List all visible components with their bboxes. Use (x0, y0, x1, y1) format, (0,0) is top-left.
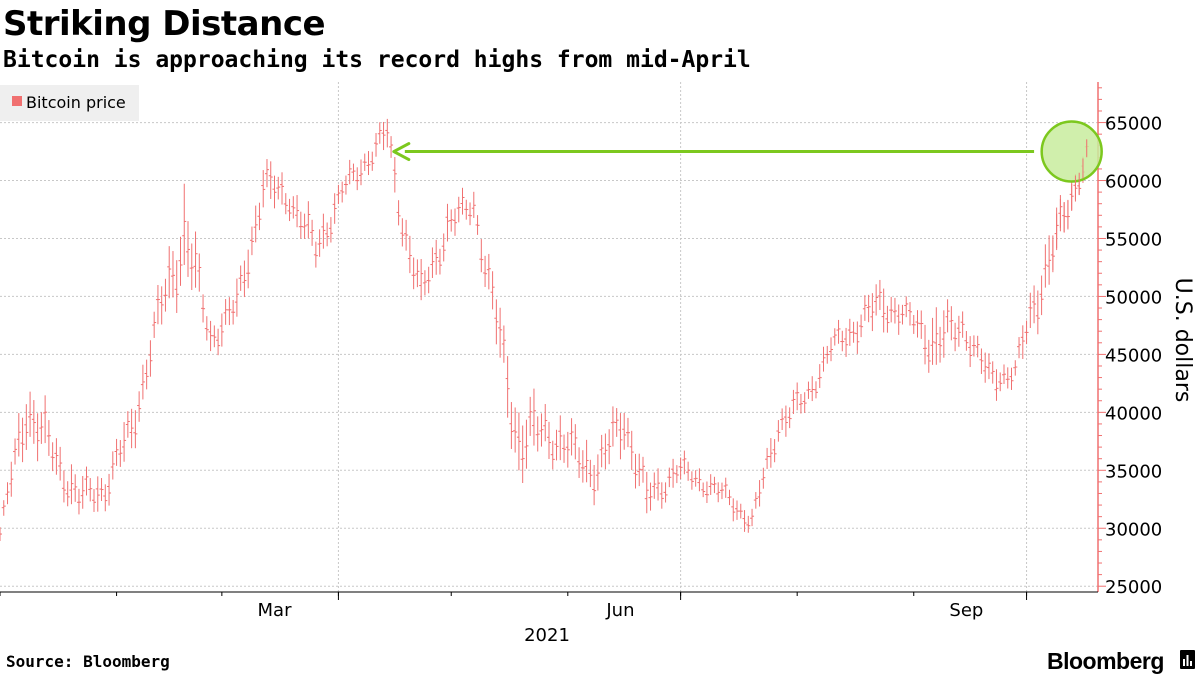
y-tick-label: 35000 (1105, 461, 1162, 482)
legend-swatch (12, 96, 22, 106)
y-axis: 25000 30000 35000 40000 45000 50000 55000 60000… (1097, 82, 1162, 598)
y-tick-label: 45000 (1105, 345, 1162, 366)
chart-subtitle: Bitcoin is approaching its record highs … (3, 47, 751, 73)
price-bars (0, 118, 1089, 541)
grid-lines (0, 82, 1098, 592)
y-tick-label: 25000 (1105, 577, 1162, 598)
y-tick-label: 55000 (1105, 229, 1162, 250)
highlight-circle (1040, 120, 1103, 183)
x-year-label: 2021 (524, 625, 570, 646)
x-axis: Mar Jun Sep (0, 591, 1098, 621)
annotation (392, 120, 1103, 273)
y-axis-label: U.S. dollars (1170, 278, 1195, 403)
x-tick-label: Sep (949, 600, 983, 621)
x-tick-label: Jun (605, 600, 634, 621)
y-tick-label: 50000 (1105, 287, 1162, 308)
y-tick-label: 40000 (1105, 403, 1162, 424)
source-note: Source: Bloomberg (6, 652, 170, 671)
chart-title: Striking Distance (3, 4, 326, 44)
y-tick-label: 60000 (1105, 172, 1162, 193)
arrow-head (392, 142, 411, 162)
x-tick-label: Mar (258, 600, 293, 621)
bloomberg-logo: Bloomberg (1047, 648, 1164, 674)
y-tick-label: 30000 (1105, 519, 1162, 540)
legend-label: Bitcoin price (26, 93, 126, 112)
y-tick-label: 65000 (1105, 114, 1162, 135)
legend-box (0, 85, 139, 121)
legend: Bitcoin price (0, 85, 139, 121)
bloomberg-terminal-icon (1180, 650, 1195, 669)
